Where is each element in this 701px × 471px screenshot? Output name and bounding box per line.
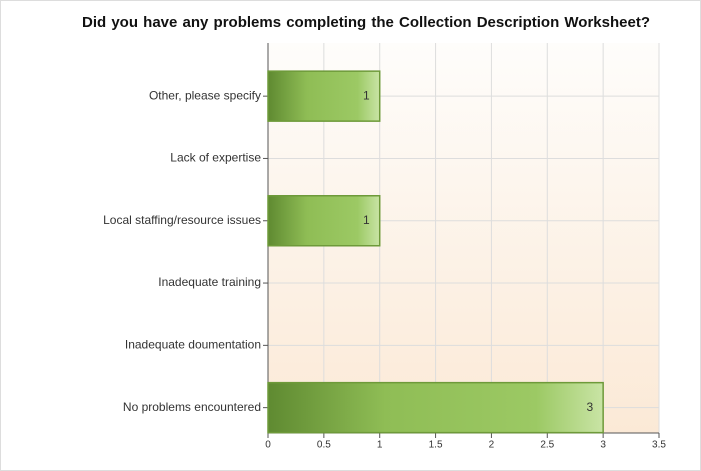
x-tick-label: 0 bbox=[265, 440, 271, 451]
x-tick-label: 2 bbox=[489, 440, 495, 451]
x-tick-label: 3.5 bbox=[652, 440, 666, 451]
bar bbox=[267, 195, 381, 247]
bar bbox=[267, 70, 381, 122]
y-tick-label: No problems encountered bbox=[123, 400, 261, 414]
x-tick-label: 2.5 bbox=[540, 440, 554, 451]
x-tick-label: 1 bbox=[377, 440, 383, 451]
y-tick-label: Other, please specify bbox=[149, 88, 261, 102]
y-tick-label: Local staffing/resource issues bbox=[103, 213, 261, 227]
y-tick-label: Lack of expertise bbox=[170, 151, 261, 165]
x-tick-label: 3 bbox=[600, 440, 606, 451]
chart-title: Did you have any problems completing the… bbox=[82, 14, 650, 31]
x-tick-label: 1.5 bbox=[429, 440, 443, 451]
data-label: 1 bbox=[363, 88, 370, 102]
bar bbox=[267, 381, 604, 434]
y-tick-label: Inadequate doumentation bbox=[125, 338, 261, 352]
data-label: 3 bbox=[586, 400, 593, 414]
y-tick-label: Inadequate training bbox=[158, 275, 261, 289]
data-label: 1 bbox=[363, 213, 370, 227]
x-tick-label: 0.5 bbox=[317, 440, 331, 451]
